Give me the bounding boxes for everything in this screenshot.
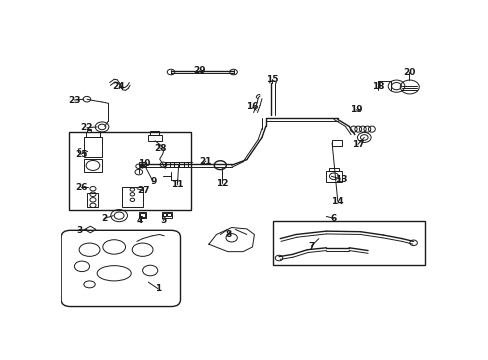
Text: 27: 27 — [137, 186, 150, 195]
Bar — [84, 159, 102, 172]
Bar — [85, 132, 100, 138]
Text: 18: 18 — [372, 82, 384, 91]
Text: 2: 2 — [101, 214, 107, 223]
Bar — [326, 171, 341, 183]
Text: 16: 16 — [246, 103, 258, 112]
Text: 22: 22 — [81, 123, 93, 132]
Text: 1: 1 — [154, 284, 161, 293]
Polygon shape — [208, 228, 254, 252]
Bar — [140, 213, 145, 217]
Bar — [328, 168, 339, 171]
Bar — [147, 135, 162, 141]
Text: 9: 9 — [150, 177, 156, 186]
Text: 3: 3 — [76, 226, 82, 235]
Text: 7: 7 — [307, 242, 314, 251]
Text: 17: 17 — [351, 140, 364, 149]
Bar — [331, 140, 341, 146]
Text: 14: 14 — [331, 197, 344, 206]
Bar — [149, 131, 159, 135]
Text: 20: 20 — [402, 68, 414, 77]
Text: 23: 23 — [68, 95, 81, 104]
Text: 12: 12 — [216, 179, 228, 188]
Text: 5: 5 — [160, 216, 166, 225]
Bar — [273, 221, 424, 265]
Text: 4: 4 — [137, 216, 143, 225]
Bar — [84, 138, 102, 157]
Bar — [122, 186, 142, 207]
Text: 19: 19 — [349, 105, 362, 114]
Text: 28: 28 — [154, 144, 166, 153]
Text: 13: 13 — [334, 175, 346, 184]
Bar — [163, 213, 166, 216]
Text: 10: 10 — [137, 159, 150, 168]
Bar — [139, 212, 146, 218]
Bar — [87, 130, 90, 132]
Text: 24: 24 — [112, 82, 125, 91]
Bar — [167, 213, 171, 216]
Text: 26: 26 — [75, 183, 87, 192]
Text: 25: 25 — [75, 150, 87, 158]
Text: 6: 6 — [330, 214, 336, 223]
Bar — [69, 132, 190, 210]
Text: 15: 15 — [265, 75, 278, 84]
Text: 21: 21 — [199, 157, 212, 166]
Text: 8: 8 — [225, 230, 232, 239]
Bar — [139, 162, 145, 166]
Bar — [161, 212, 172, 219]
Bar — [87, 193, 97, 207]
Text: 11: 11 — [171, 180, 183, 189]
Text: 29: 29 — [193, 66, 205, 75]
